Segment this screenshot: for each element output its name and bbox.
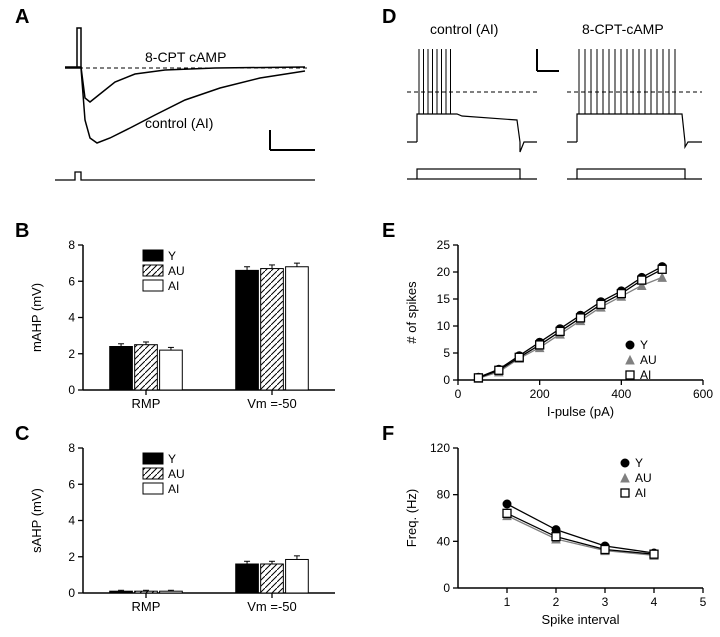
svg-text:AI: AI (640, 368, 651, 382)
svg-text:5: 5 (700, 595, 707, 609)
svg-text:5: 5 (443, 346, 450, 360)
panel-b: 0 2 4 6 8 mAHP (mV) RMP Vm =-50 YAUAI (25, 235, 345, 420)
panel-d-left-trace (407, 49, 537, 179)
panel-e: 0 5 10 15 20 25 0 200 400 600 # of spikes I-pulse (… (400, 235, 715, 425)
panel-a-label-cpt: 8-CPT cAMP (145, 49, 226, 65)
panel-a-trace-cpt (65, 67, 305, 102)
svg-text:0: 0 (68, 383, 75, 397)
svg-text:2: 2 (68, 550, 75, 564)
svg-text:4: 4 (651, 595, 658, 609)
svg-text:10: 10 (437, 319, 451, 333)
svg-text:Spike interval: Spike interval (541, 612, 619, 627)
svg-text:4: 4 (68, 311, 75, 325)
svg-text:sAHP (mV): sAHP (mV) (29, 488, 44, 553)
panel-d-title-right: 8-CPT-cAMP (582, 21, 664, 37)
panel-a-label-control: control (AI) (145, 115, 213, 131)
svg-text:RMP: RMP (132, 599, 161, 614)
svg-text:15: 15 (437, 292, 451, 306)
panel-c: 0 2 4 6 8 sAHP (mV) RMP Vm =-50 YAUAI (25, 438, 345, 623)
svg-text:Y: Y (168, 249, 176, 263)
panel-d-scalebar (537, 49, 559, 71)
svg-text:AU: AU (635, 471, 652, 485)
svg-text:0: 0 (455, 387, 462, 401)
svg-text:Y: Y (168, 452, 176, 466)
svg-text:8: 8 (68, 441, 75, 455)
svg-text:Y: Y (640, 338, 648, 352)
svg-text:AU: AU (168, 467, 185, 481)
svg-text:4: 4 (68, 514, 75, 528)
panel-c-svg: 0 2 4 6 8 sAHP (mV) RMP Vm =-50 YAUAI (25, 438, 345, 623)
svg-text:25: 25 (437, 238, 451, 252)
svg-text:AI: AI (168, 279, 179, 293)
svg-text:Freq. (Hz): Freq. (Hz) (404, 489, 419, 548)
svg-text:Y: Y (635, 456, 643, 470)
panel-a-scalebar (270, 130, 315, 150)
svg-text:Vm =-50: Vm =-50 (247, 396, 297, 411)
svg-text:8: 8 (68, 238, 75, 252)
panel-a-spike (77, 28, 81, 68)
svg-text:3: 3 (602, 595, 609, 609)
svg-text:80: 80 (437, 488, 451, 502)
svg-text:0: 0 (68, 586, 75, 600)
svg-text:600: 600 (693, 387, 713, 401)
panel-d-right-trace (567, 49, 702, 179)
svg-text:AI: AI (635, 486, 646, 500)
svg-text:120: 120 (430, 441, 450, 455)
svg-text:AU: AU (168, 264, 185, 278)
svg-text:I-pulse (pA): I-pulse (pA) (547, 404, 614, 419)
panel-b-svg: 0 2 4 6 8 mAHP (mV) RMP Vm =-50 YAUAI (25, 235, 345, 420)
svg-text:mAHP (mV): mAHP (mV) (29, 283, 44, 352)
svg-text:6: 6 (68, 274, 75, 288)
panel-a-stim (55, 172, 315, 180)
panel-d-svg: control (AI) 8-CPT-cAMP (402, 14, 712, 204)
svg-text:400: 400 (611, 387, 631, 401)
svg-text:40: 40 (437, 534, 451, 548)
svg-text:RMP: RMP (132, 396, 161, 411)
panel-label-e: E (382, 220, 395, 243)
svg-text:# of spikes: # of spikes (404, 281, 419, 344)
svg-text:AI: AI (168, 482, 179, 496)
panel-label-a: A (15, 6, 29, 29)
svg-text:20: 20 (437, 265, 451, 279)
panel-f: 0 40 80 120 1 2 3 4 5 Freq. (Hz) Spike interval YAU… (400, 438, 715, 633)
panel-label-d: D (382, 6, 396, 29)
svg-text:AU: AU (640, 353, 657, 367)
svg-text:6: 6 (68, 477, 75, 491)
svg-text:2: 2 (553, 595, 560, 609)
panel-e-svg: 0 5 10 15 20 25 0 200 400 600 # of spikes I-pulse (… (400, 235, 715, 425)
panel-a-svg: 8-CPT cAMP control (AI) (35, 20, 345, 200)
svg-text:0: 0 (443, 373, 450, 387)
panel-f-svg: 0 40 80 120 1 2 3 4 5 Freq. (Hz) Spike interval YAU… (400, 438, 715, 633)
svg-text:2: 2 (68, 347, 75, 361)
svg-text:1: 1 (504, 595, 511, 609)
panel-d-title-left: control (AI) (430, 21, 498, 37)
svg-text:0: 0 (443, 581, 450, 595)
panel-d: control (AI) 8-CPT-cAMP (402, 14, 712, 204)
panel-a: 8-CPT cAMP control (AI) (35, 20, 345, 200)
svg-text:200: 200 (530, 387, 550, 401)
panel-label-f: F (382, 423, 394, 446)
svg-text:Vm =-50: Vm =-50 (247, 599, 297, 614)
